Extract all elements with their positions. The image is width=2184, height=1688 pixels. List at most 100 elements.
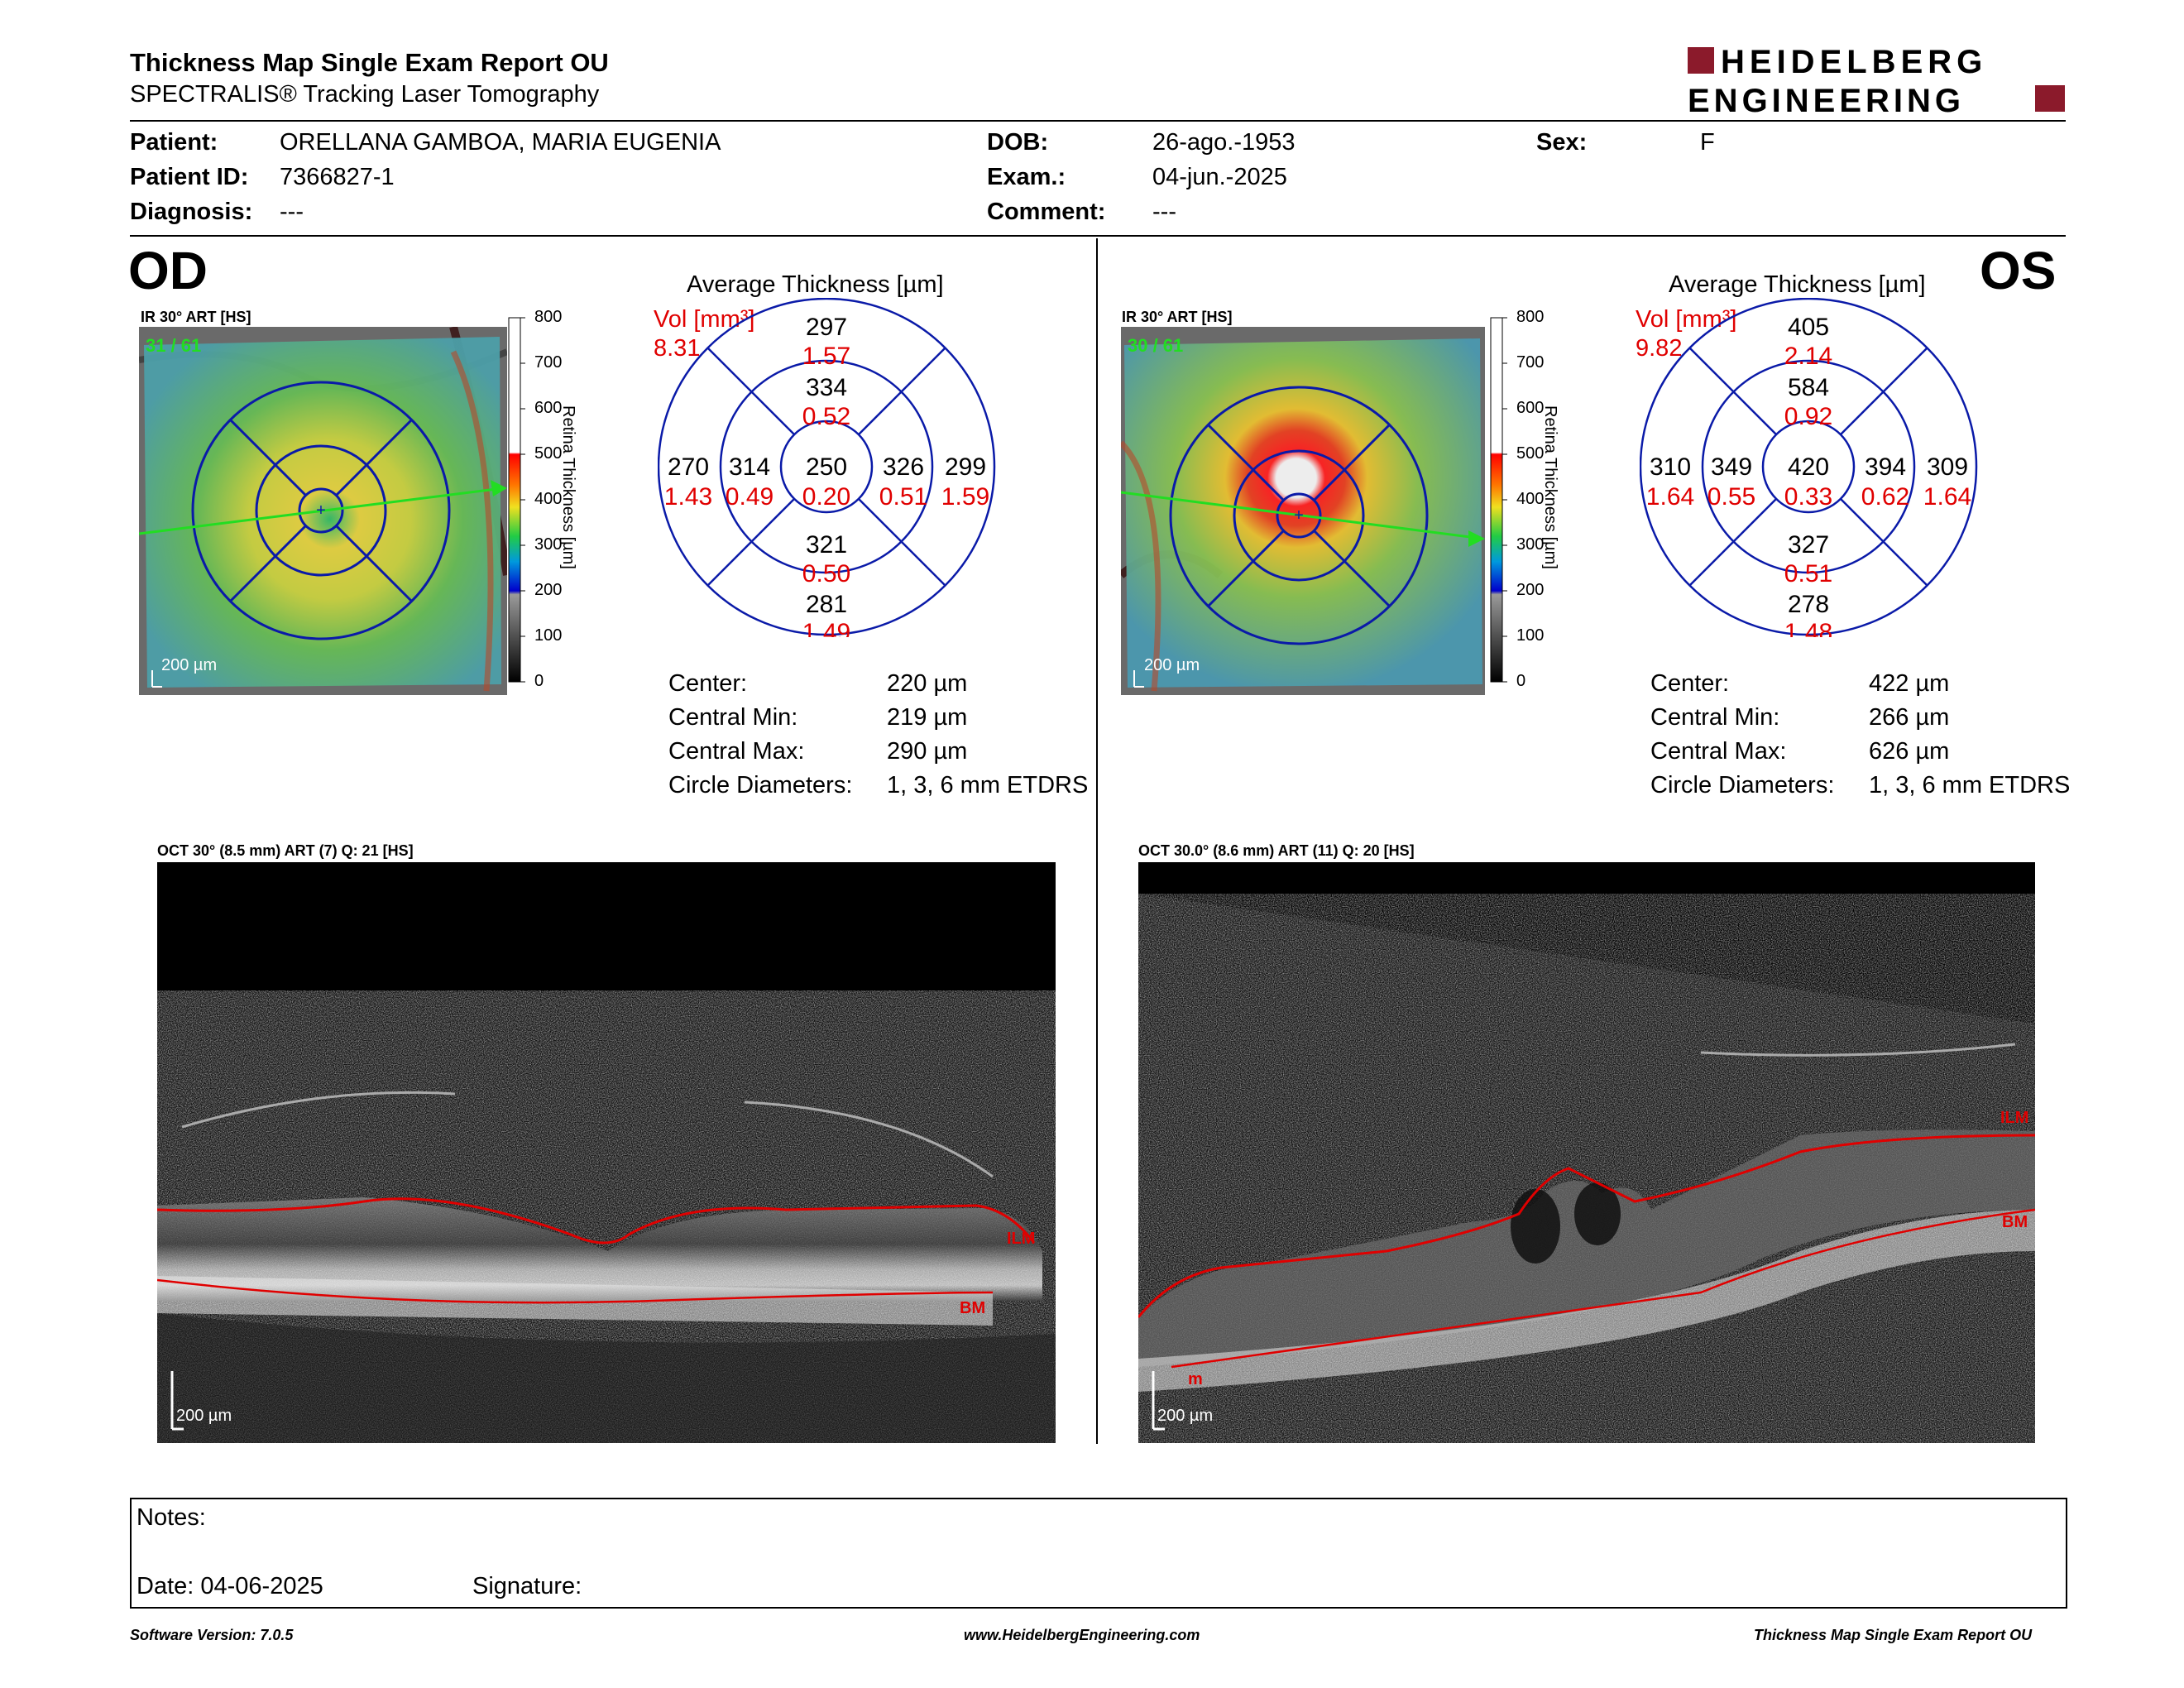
os-inner-temp-thk: 349 [1711, 453, 1752, 481]
os-ilm-line [1138, 1134, 2035, 1318]
od-oct-label: OCT 30° (8.5 mm) ART (7) Q: 21 [HS] [157, 842, 414, 859]
od-bm-line [157, 1278, 994, 1304]
od-outer-inf-thk: 281 [806, 591, 847, 618]
os-inner-inf-vol: 0.51 [1784, 560, 1832, 587]
notes-box: Notes: Date: 04-06-2025 Signature: [130, 1498, 2067, 1609]
patient-label: Patient: [130, 129, 218, 156]
od-colorbar [508, 317, 525, 683]
os-oct-label: OCT 30.0° (8.6 mm) ART (11) Q: 20 [HS] [1138, 842, 1415, 859]
od-outer-sup-thk: 297 [806, 314, 847, 341]
sex-label: Sex: [1536, 129, 1588, 156]
os-etdrs-grid [1169, 386, 1429, 645]
os-etdrs-diagram: 405 2.14 584 0.92 310 1.64 349 0.55 420 … [1640, 298, 1978, 637]
date-label: Date: 04-06-2025 [136, 1573, 323, 1599]
exam-label: Exam.: [987, 164, 1066, 190]
os-vol-total: 9.82 [1636, 335, 1683, 362]
os-cbar-tick-200: 200 [1516, 581, 1545, 599]
report-subtitle: SPECTRALIS® Tracking Laser Tomography [130, 81, 600, 108]
notes-label: Notes: [136, 1504, 206, 1531]
eye-divider [1096, 238, 1098, 1444]
od-outer-inf-vol: 1.49 [802, 619, 850, 637]
patient-id-label: Patient ID: [130, 164, 249, 190]
od-outer-temp-vol: 1.43 [664, 483, 712, 511]
os-cbar-tick-100: 100 [1516, 626, 1545, 645]
dob-label: DOB: [987, 129, 1049, 156]
os-center-thk: 420 [1788, 453, 1829, 481]
os-diam-label: Circle Diameters: [1650, 772, 1835, 798]
od-diam-label: Circle Diameters: [668, 772, 853, 798]
os-outer-nas-thk: 309 [1927, 453, 1968, 481]
od-outer-nas-vol: 1.59 [941, 483, 989, 511]
os-min-value: 266 µm [1869, 704, 1950, 731]
os-bm-label: BM [2002, 1213, 2028, 1231]
od-fundus-map: + [139, 327, 507, 695]
os-outer-inf-thk: 278 [1788, 591, 1829, 618]
od-oct-bscan [157, 862, 1056, 1443]
od-cbar-tick-600: 600 [534, 399, 563, 417]
os-cbar-tick-800: 800 [1516, 308, 1545, 326]
patient-id: 7366827-1 [280, 164, 395, 190]
os-avg-title: Average Thickness [µm] [1669, 271, 1926, 298]
os-diam-value: 1, 3, 6 mm ETDRS [1869, 772, 2071, 798]
od-min-label: Central Min: [668, 704, 798, 731]
od-inner-inf-vol: 0.50 [802, 560, 850, 587]
os-inner-sup-thk: 584 [1788, 374, 1829, 401]
os-cbar-tick-500: 500 [1516, 444, 1545, 463]
dob-value: 26-ago.-1953 [1152, 129, 1296, 156]
os-colorbar [1490, 317, 1507, 683]
footer-software-version: Software Version: 7.0.5 [130, 1627, 294, 1643]
od-inner-sup-vol: 0.52 [802, 403, 850, 430]
os-bm-line [1171, 1208, 2035, 1369]
os-center-value: 422 µm [1869, 670, 1950, 697]
od-center-thk: 250 [806, 453, 847, 481]
footer-report-name: Thickness Map Single Exam Report OU [1754, 1627, 2033, 1643]
os-center-label: Center: [1650, 670, 1730, 697]
os-eye-label: OS [1980, 241, 2057, 300]
footer-website: www.HeidelbergEngineering.com [964, 1627, 1200, 1643]
os-inner-temp-vol: 0.55 [1707, 483, 1755, 511]
od-vol-total: 8.31 [654, 335, 701, 362]
od-cbar-tick-400: 400 [534, 490, 563, 508]
os-cbar-tick-600: 600 [1516, 399, 1545, 417]
os-outer-sup-thk: 405 [1788, 314, 1829, 341]
od-inner-sup-thk: 334 [806, 374, 847, 401]
comment-label: Comment: [987, 199, 1106, 225]
sex-value: F [1700, 129, 1715, 156]
patient-name: ORELLANA GAMBOA, MARIA EUGENIA [280, 129, 721, 156]
od-cbar-tick-100: 100 [534, 626, 563, 645]
od-oct-scale: 200 µm [176, 1407, 232, 1425]
od-inner-temp-thk: 314 [729, 453, 770, 481]
patient-divider [130, 235, 2066, 237]
od-inner-inf-thk: 321 [806, 531, 847, 559]
od-ilm-label: ILM [1007, 1230, 1036, 1248]
os-oct-bscan [1138, 862, 2035, 1443]
od-etdrs-grid [191, 381, 451, 640]
od-cbar-tick-500: 500 [534, 444, 563, 463]
od-min-value: 219 µm [887, 704, 968, 731]
od-avg-title: Average Thickness [µm] [687, 271, 944, 298]
os-ilm-label: ILM [2000, 1109, 2029, 1127]
comment-value: --- [1152, 199, 1176, 225]
logo-line2: ENGINEERING [1688, 83, 1965, 116]
os-cbar-tick-0: 0 [1516, 672, 1526, 690]
od-cbar-tick-800: 800 [534, 308, 563, 326]
os-fundus-scale: 200 µm [1144, 656, 1200, 674]
os-outer-temp-thk: 310 [1650, 453, 1691, 481]
od-frame-counter: 31 / 61 [146, 335, 202, 356]
os-max-label: Central Max: [1650, 738, 1787, 765]
exam-value: 04-jun.-2025 [1152, 164, 1287, 190]
od-inner-nas-thk: 326 [883, 453, 924, 481]
od-scan-line [139, 487, 504, 535]
os-outer-nas-vol: 1.64 [1923, 483, 1971, 511]
od-bm-label: BM [960, 1299, 986, 1317]
od-cbar-tick-0: 0 [534, 672, 544, 690]
os-outer-temp-vol: 1.64 [1646, 483, 1694, 511]
od-outer-nas-thk: 299 [945, 453, 986, 481]
od-fundus-label: IR 30° ART [HS] [141, 309, 251, 325]
od-inner-temp-vol: 0.49 [726, 483, 774, 511]
svg-text:+: + [316, 501, 326, 520]
od-fundus-scale: 200 µm [161, 656, 218, 674]
os-min-label: Central Min: [1650, 704, 1780, 731]
os-cbar-tick-700: 700 [1516, 353, 1545, 372]
od-center-label: Center: [668, 670, 748, 697]
